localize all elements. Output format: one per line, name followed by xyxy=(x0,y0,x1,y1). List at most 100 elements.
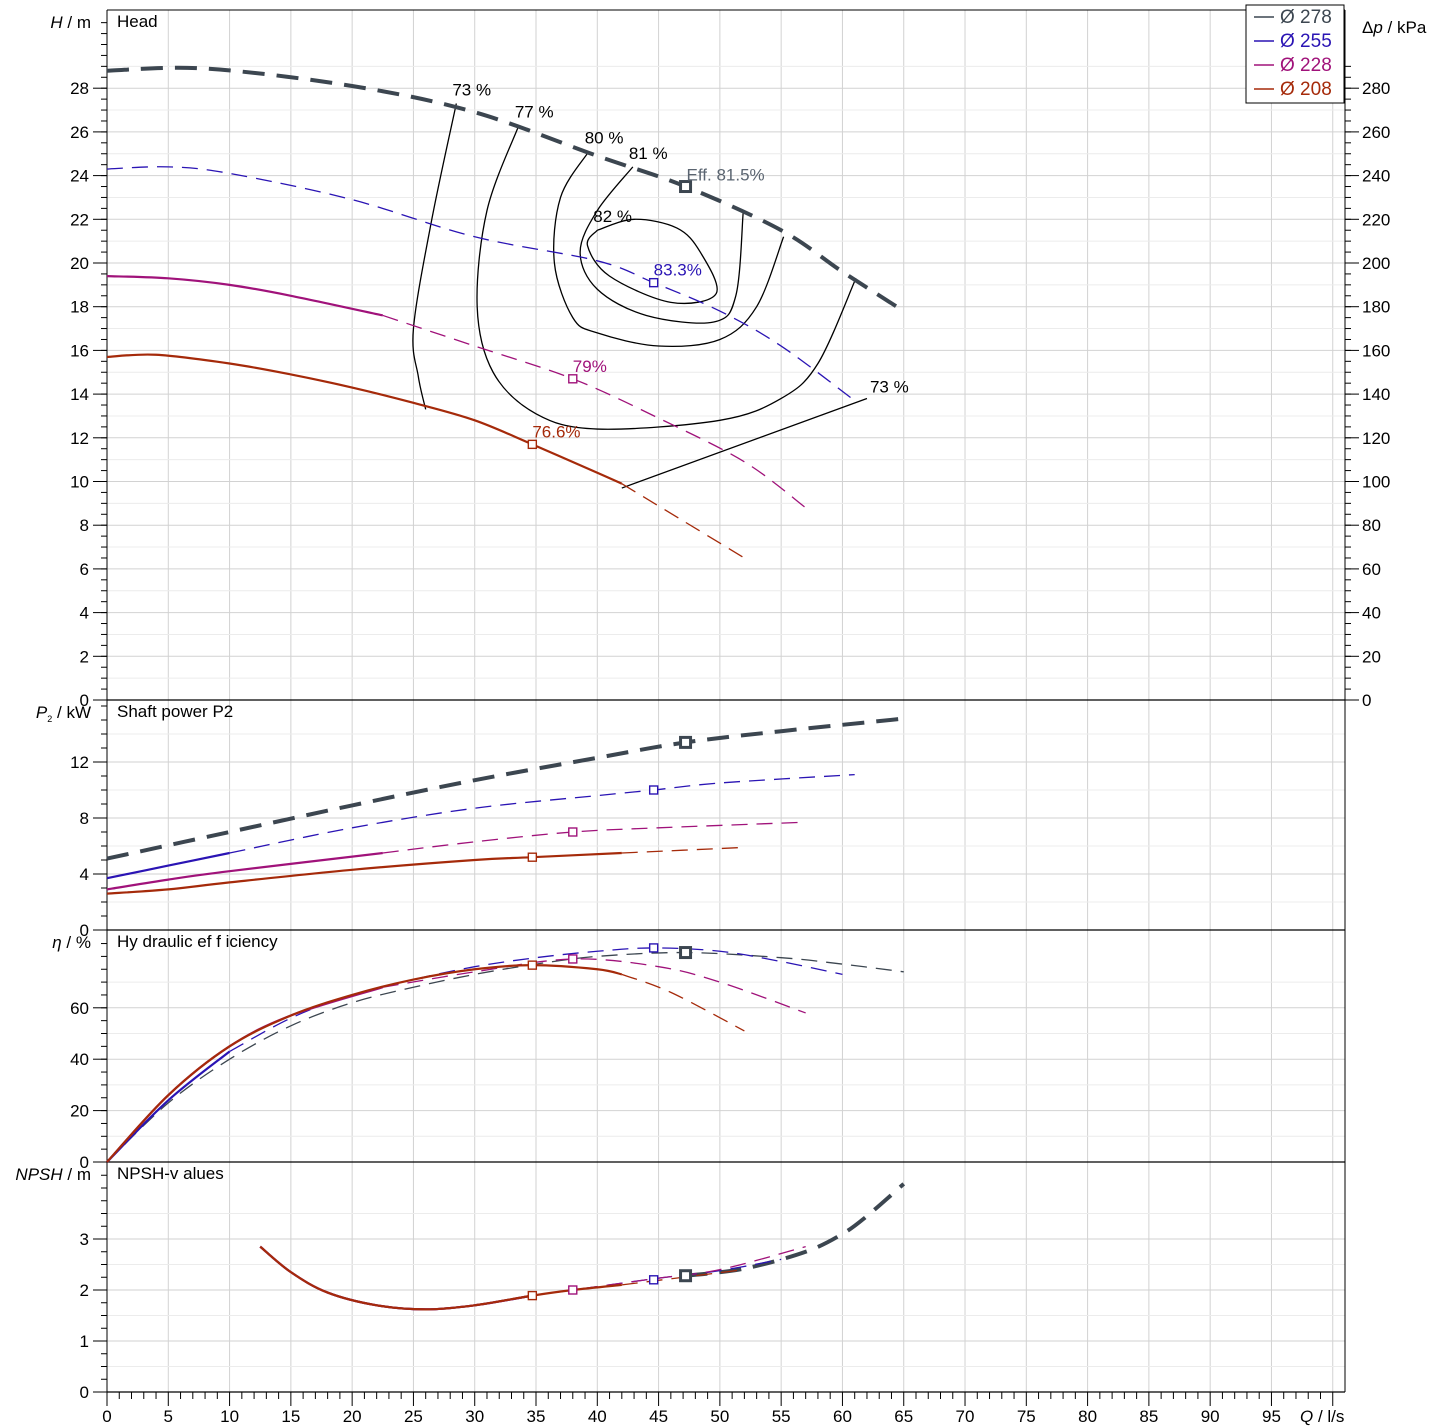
grid xyxy=(106,10,1345,1392)
x-tick-label: 30 xyxy=(465,1407,484,1426)
series-dashed xyxy=(382,958,806,1014)
iso-efficiency-curve xyxy=(586,218,718,305)
x-tick-label: 85 xyxy=(1139,1407,1158,1426)
y-tick-label: 8 xyxy=(80,809,89,828)
duty-point-marker xyxy=(679,180,693,194)
iso-efficiency-label: 73 % xyxy=(452,80,491,99)
panel-title: Hy draulic ef f iciency xyxy=(117,932,278,951)
duty-point-marker xyxy=(679,1269,693,1283)
series-dashed xyxy=(106,65,905,313)
series-dashed xyxy=(621,973,745,1032)
y2-axis-label: Δp / kPa xyxy=(1362,18,1427,37)
y-axis-label: P2 / kW xyxy=(36,703,91,724)
y2-tick-label: 120 xyxy=(1362,429,1390,448)
series-solid xyxy=(106,986,384,1163)
y-tick-label: 1 xyxy=(80,1332,89,1351)
axes: 0246810121416182022242628020406080100120… xyxy=(70,9,1390,1426)
iso-efficiency-curve xyxy=(579,166,744,324)
duty-point-marker xyxy=(648,1275,659,1285)
series-dashed xyxy=(106,716,904,861)
iso-efficiency-curve xyxy=(553,151,785,348)
panel-title: Head xyxy=(117,12,158,31)
legend-label: Ø 208 xyxy=(1280,79,1332,100)
y-tick-label: 0 xyxy=(80,921,89,940)
x-tick-label: 45 xyxy=(649,1407,668,1426)
y2-tick-label: 260 xyxy=(1362,123,1390,142)
panel-title: Shaft power P2 xyxy=(117,702,233,721)
series-solid xyxy=(259,1245,622,1311)
y-tick-label: 12 xyxy=(70,753,89,772)
x-tick-label: 95 xyxy=(1262,1407,1281,1426)
y-tick-label: 40 xyxy=(70,1050,89,1069)
x-tick-label: 65 xyxy=(894,1407,913,1426)
duty-point-marker xyxy=(527,852,538,862)
series-dashed xyxy=(621,483,745,559)
series-solid xyxy=(106,964,623,1163)
x-tick-label: 35 xyxy=(527,1407,546,1426)
series-dashed xyxy=(685,1182,906,1278)
y2-tick-label: 220 xyxy=(1362,210,1390,229)
iso-efficiency-label: 73 % xyxy=(870,377,909,396)
series-solid xyxy=(106,851,622,895)
y2-tick-label: 100 xyxy=(1362,473,1390,492)
series-dashed xyxy=(621,846,745,854)
series-dashed xyxy=(229,773,855,854)
duty-point-marker xyxy=(527,1290,538,1301)
iso-efficiency-label: 77 % xyxy=(515,102,554,121)
y2-tick-label: 40 xyxy=(1362,604,1381,623)
x-tick-label: 80 xyxy=(1078,1407,1097,1426)
series-dashed xyxy=(106,951,904,1163)
duty-point-marker xyxy=(568,954,578,964)
x-tick-label: 70 xyxy=(956,1407,975,1426)
y-tick-label: 2 xyxy=(80,647,89,666)
x-tick-label: 20 xyxy=(343,1407,362,1426)
labels-layer: Head H / m Δp / kPa 73 % 77 % 80 % 81 % 82 % 73 … xyxy=(15,12,1426,1426)
duty-point-label: 83.3% xyxy=(654,261,702,280)
x-tick-label: 50 xyxy=(710,1407,729,1426)
series-solid xyxy=(106,851,230,880)
y-tick-label: 18 xyxy=(70,298,89,317)
y-tick-label: 0 xyxy=(80,691,89,710)
series-dashed xyxy=(382,821,806,854)
series-layer xyxy=(106,65,906,1311)
series-dashed xyxy=(382,314,807,509)
y-tick-label: 28 xyxy=(70,79,89,98)
legend: Ø 278 Ø 255 Ø 228 Ø 208 xyxy=(1245,4,1345,104)
y-tick-label: 24 xyxy=(70,167,89,186)
y2-tick-label: 60 xyxy=(1362,560,1381,579)
duty-point-marker xyxy=(527,439,538,450)
series-solid xyxy=(106,275,384,317)
y-tick-label: 0 xyxy=(80,1153,89,1172)
y2-tick-label: 200 xyxy=(1362,254,1390,273)
series-dashed xyxy=(621,1268,745,1286)
x-tick-label: 55 xyxy=(772,1407,791,1426)
y-tick-label: 26 xyxy=(70,123,89,142)
duty-point-label: Eff. 81.5% xyxy=(687,166,765,185)
panel-title: NPSH-v alues xyxy=(117,1164,224,1183)
y2-tick-label: 140 xyxy=(1362,385,1390,404)
duty-point-label: 76.6% xyxy=(532,422,580,441)
y-tick-label: 14 xyxy=(70,385,89,404)
x-tick-label: 75 xyxy=(1017,1407,1036,1426)
duty-point-marker xyxy=(648,277,659,288)
x-tick-label: 10 xyxy=(220,1407,239,1426)
y-tick-label: 2 xyxy=(80,1281,89,1300)
y2-tick-label: 180 xyxy=(1362,298,1390,317)
x-tick-label: 5 xyxy=(164,1407,173,1426)
x-tick-label: 40 xyxy=(588,1407,607,1426)
iso-efficiency-label: 80 % xyxy=(585,129,624,148)
y-tick-label: 20 xyxy=(70,1102,89,1121)
x-tick-label: 60 xyxy=(833,1407,852,1426)
y-tick-label: 16 xyxy=(70,341,89,360)
y2-tick-label: 0 xyxy=(1362,691,1371,710)
legend-box xyxy=(1245,4,1345,104)
duty-point-marker xyxy=(527,960,538,970)
y-tick-label: 0 xyxy=(80,1383,89,1402)
series-solid xyxy=(106,851,383,891)
x-tick-label: 90 xyxy=(1201,1407,1220,1426)
iso-efficiency-curve xyxy=(621,397,868,489)
y-tick-label: 8 xyxy=(80,516,89,535)
y-tick-label: 22 xyxy=(70,210,89,229)
y2-tick-label: 240 xyxy=(1362,167,1390,186)
